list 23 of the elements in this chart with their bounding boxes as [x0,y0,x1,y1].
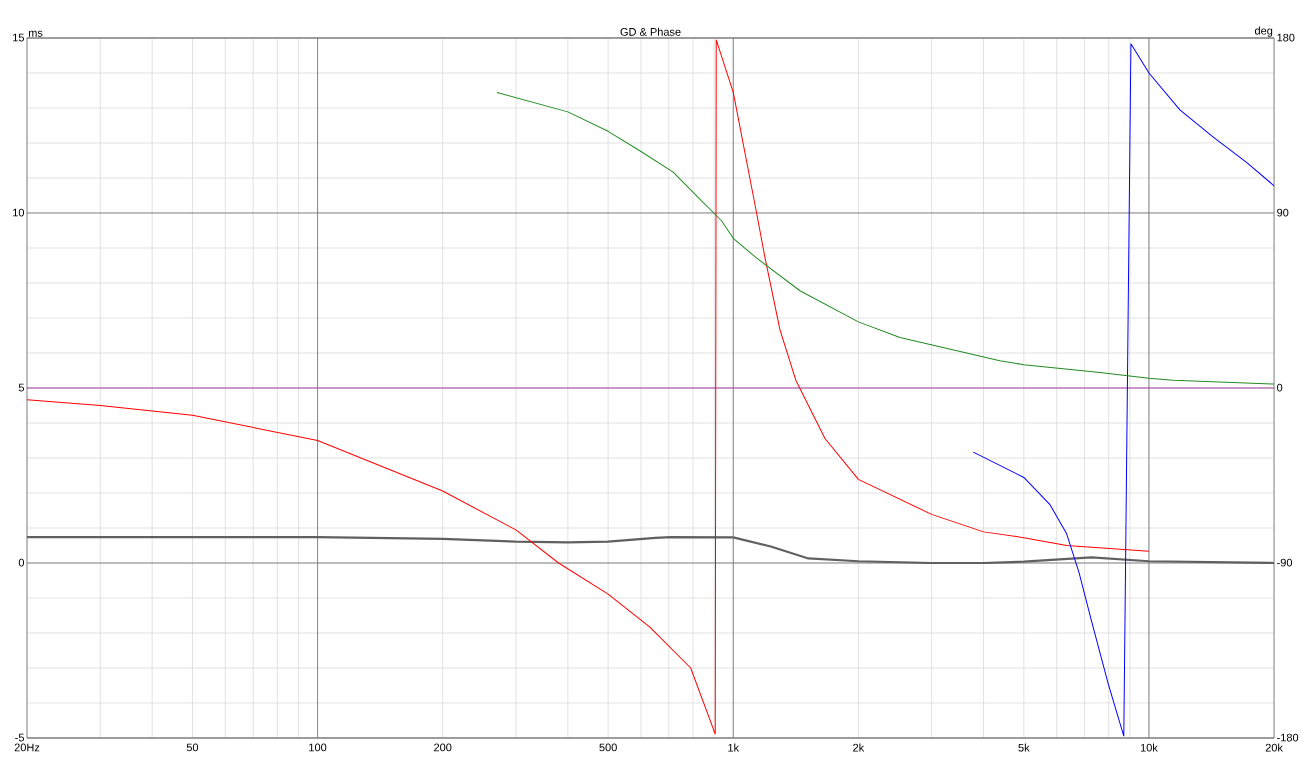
x-tick-label: 200 [434,743,452,752]
x-tick-label: 20k [1265,743,1283,752]
x-tick-label: 100 [309,743,327,752]
y2-tick-label: 180 [1277,33,1295,42]
y2-tick-label: -90 [1277,558,1293,567]
x-tick-label: 10k [1140,743,1158,752]
y-tick-label: 10 [13,208,25,217]
x-tick-label: 2k [853,743,865,752]
y-tick-label: 15 [13,33,25,42]
y-tick-label: 0 [18,558,25,567]
y2-tick-label: 90 [1277,208,1289,217]
x-tick-label: 20Hz [14,743,40,752]
x-tick-label: 500 [599,743,617,752]
y-axis-title: ms [28,30,43,37]
y-tick-label: 5 [18,383,25,392]
y2-tick-label: 0 [1277,383,1283,392]
y-tick-label: -5 [15,733,25,742]
y2-tick-label: -180 [1277,733,1299,742]
x-tick-label: 1k [728,743,740,752]
chart-title: GD & Phase [620,27,681,36]
x-tick-label: 50 [186,743,199,752]
x-tick-label: 5k [1018,743,1030,752]
y2-axis-title: deg [1254,26,1273,37]
